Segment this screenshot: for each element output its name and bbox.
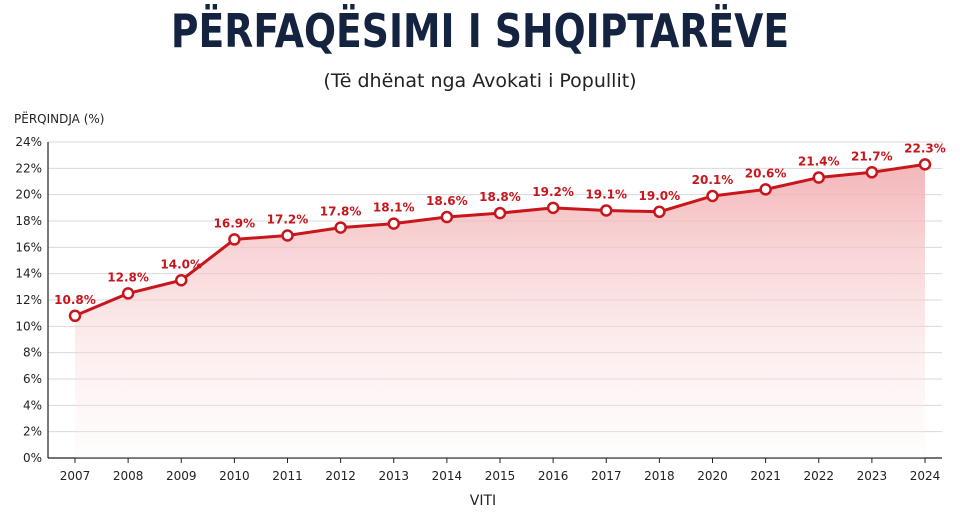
chart-subtitle: (Të dhënat nga Avokati i Popullit) xyxy=(323,70,637,92)
data-point xyxy=(121,287,135,300)
x-tick-label: 2015 xyxy=(485,469,516,483)
data-points xyxy=(68,158,932,323)
y-tick-label: 12% xyxy=(15,293,42,307)
y-tick-label: 18% xyxy=(15,214,42,228)
data-label: 19.1% xyxy=(585,187,627,201)
data-label: 20.6% xyxy=(745,166,787,180)
data-label: 17.2% xyxy=(267,212,309,226)
y-tick-label: 10% xyxy=(15,319,42,333)
x-tick-label: 2009 xyxy=(166,469,197,483)
data-point xyxy=(600,204,613,217)
data-point xyxy=(865,166,879,179)
x-tick-label: 2013 xyxy=(378,469,409,483)
data-label: 18.6% xyxy=(426,194,468,208)
x-tick-label: 2018 xyxy=(644,469,675,483)
data-label: 17.8% xyxy=(320,205,362,219)
y-tick-label: 14% xyxy=(15,267,42,281)
data-point xyxy=(440,210,454,224)
data-label: 14.0% xyxy=(160,257,202,271)
x-tick-label: 2024 xyxy=(910,469,941,483)
data-point xyxy=(281,229,294,242)
data-point xyxy=(334,221,347,234)
data-point xyxy=(706,189,719,203)
y-tick-label: 16% xyxy=(15,240,42,254)
data-point xyxy=(228,233,241,246)
data-label: 19.2% xyxy=(532,185,574,199)
y-tick-label: 20% xyxy=(15,188,42,202)
data-point xyxy=(493,206,507,220)
data-label: 18.8% xyxy=(479,190,521,204)
x-axis-title: VITI xyxy=(470,493,496,509)
y-tick-label: 2% xyxy=(23,425,42,439)
data-point xyxy=(546,201,560,215)
x-tick-label: 2014 xyxy=(432,469,463,483)
data-point xyxy=(387,217,400,230)
data-label: 10.8% xyxy=(54,293,96,307)
y-tick-label: 24% xyxy=(15,135,42,149)
x-tick-label: 2011 xyxy=(272,469,303,483)
x-tick-label: 2021 xyxy=(750,469,781,483)
data-label: 12.8% xyxy=(107,270,149,284)
data-point xyxy=(759,183,772,196)
data-point xyxy=(918,158,932,171)
y-tick-label: 8% xyxy=(23,346,42,360)
y-axis-title: PËRQINDJA (%) xyxy=(14,111,104,126)
x-tick-label: 2007 xyxy=(60,469,91,483)
data-point xyxy=(68,309,82,323)
x-tick-label: 2016 xyxy=(538,469,569,483)
data-label: 19.0% xyxy=(639,189,681,203)
data-label: 22.3% xyxy=(904,141,946,155)
x-tick-label: 2023 xyxy=(857,469,888,483)
data-point xyxy=(175,274,188,287)
data-labels: 10.8% 12.8% 14.0% 16.9% 17.2% 17.8% 18.1% 18.6%… xyxy=(54,141,946,306)
data-label: 21.4% xyxy=(798,155,840,169)
y-tick-label: 0% xyxy=(23,451,42,465)
x-tick-label: 2012 xyxy=(325,469,356,483)
y-tick-label: 22% xyxy=(15,161,42,175)
x-tick-label: 2020 xyxy=(697,469,728,483)
data-label: 20.1% xyxy=(692,173,734,187)
data-label: 18.1% xyxy=(373,201,415,215)
x-tick-label: 2022 xyxy=(803,469,834,483)
x-tick-label: 2008 xyxy=(113,469,144,483)
x-tick-label: 2010 xyxy=(219,469,250,483)
y-tick-label: 4% xyxy=(23,398,42,412)
data-label: 16.9% xyxy=(214,216,256,230)
data-point xyxy=(812,171,825,184)
x-tick-label: 2017 xyxy=(591,469,622,483)
data-point xyxy=(653,205,666,219)
y-tick-label: 6% xyxy=(23,372,42,386)
data-label: 21.7% xyxy=(851,149,893,163)
chart-title: PËRFAQËSIMI I SHQIPTARËVE xyxy=(170,4,790,58)
